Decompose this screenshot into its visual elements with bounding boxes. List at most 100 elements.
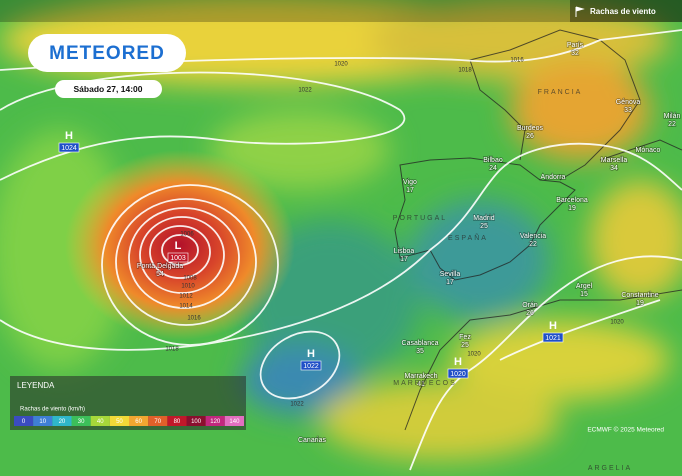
legend-swatch <box>224 416 244 426</box>
city-name: Madrid <box>473 215 495 222</box>
legend-tick: 140 <box>229 419 240 425</box>
place-name: Mónaco <box>636 147 661 154</box>
city-name: Valencia <box>520 233 546 240</box>
city-value: 54 <box>156 271 164 278</box>
city-name: Barcelona <box>556 197 588 204</box>
city-name: París <box>567 42 584 49</box>
pressure-badge <box>167 252 189 263</box>
isobar-label: 1012 <box>179 294 193 300</box>
pressure-badge <box>58 142 80 153</box>
city-name: Lisboa <box>394 248 415 255</box>
layer-title: Rachas de viento <box>590 7 656 16</box>
isobar-label: 1008 <box>183 276 197 282</box>
date-pill[interactable] <box>55 80 162 98</box>
pressure-letter: H <box>454 356 462 368</box>
legend-tick: 60 <box>135 419 142 425</box>
layer-button[interactable] <box>570 0 682 22</box>
city-name: Ponta Delgada <box>137 263 183 270</box>
city-name: Orán <box>522 302 538 309</box>
legend-title: LEYENDA <box>17 381 55 390</box>
pressure-letter: L <box>175 240 182 252</box>
city-name: Argel <box>576 283 593 290</box>
pressure-value: 1024 <box>61 145 77 152</box>
logo-pill <box>28 34 186 72</box>
city-name: Burdeos <box>517 125 544 132</box>
isobar-label: 1022 <box>290 402 304 408</box>
pressure-badge <box>447 368 469 379</box>
legend-swatch <box>129 416 149 426</box>
city-name: Génova <box>616 99 641 106</box>
pressure-badge <box>542 332 564 343</box>
legend-swatch <box>90 416 110 426</box>
country-name: ESPAÑA <box>448 233 488 242</box>
city-name: Fez <box>459 334 471 341</box>
city-value: 33 <box>624 107 632 114</box>
isobar-label: 1020 <box>610 320 624 326</box>
date: Sábado 27, 14:00 <box>74 84 143 94</box>
city-value: 32 <box>571 50 579 57</box>
pressure-value: 1020 <box>450 371 466 378</box>
city-value: 25 <box>480 223 488 230</box>
isobar-label: 1018 <box>458 68 472 74</box>
legend-tick: 70 <box>154 419 161 425</box>
legend-tick: 50 <box>116 419 123 425</box>
isobar-label: 1016 <box>510 58 524 64</box>
isobar-label: 1006 <box>180 232 194 238</box>
pressure-value: 1022 <box>303 363 319 370</box>
city-value: 26 <box>526 310 534 317</box>
legend-swatch <box>33 416 53 426</box>
city-name: Casablanca <box>402 340 439 347</box>
coastlines <box>394 29 682 431</box>
city-name: Milán <box>664 113 681 120</box>
city-name: Vigo <box>403 179 417 186</box>
country-name: ARGELIA <box>588 465 632 472</box>
isobar-label: 1016 <box>187 316 201 322</box>
isobar-label: 1020 <box>334 62 348 68</box>
place-name: Andorra <box>541 174 566 181</box>
legend-tick: 30 <box>78 419 85 425</box>
country-name: PORTUGAL <box>393 215 447 222</box>
city-value: 19 <box>636 300 644 307</box>
logo: METEORED <box>49 43 165 64</box>
legend-tick: 40 <box>97 419 104 425</box>
isobar-label: 1010 <box>181 284 195 290</box>
legend-label: Rachas de viento (km/h) <box>20 407 85 413</box>
top-bar <box>0 0 682 22</box>
city-name: Constantine <box>621 292 658 299</box>
legend-tick: 100 <box>191 419 202 425</box>
city-value: 22 <box>668 121 676 128</box>
city-name: Bilbao <box>483 157 503 164</box>
country-name: MARRUECOS <box>393 380 457 387</box>
isobar-label: 1014 <box>179 304 193 310</box>
pressure-value: 1003 <box>170 255 186 262</box>
layer-icon <box>575 6 585 17</box>
city-value: 19 <box>568 205 576 212</box>
legend-swatch <box>52 416 72 426</box>
pressure-letter: H <box>549 320 557 332</box>
legend-swatch <box>148 416 168 426</box>
city-name: Sevilla <box>440 271 461 278</box>
legend-swatch <box>167 416 187 426</box>
isobar-label: 1020 <box>467 352 481 358</box>
isobar-label: 1022 <box>298 88 312 94</box>
city-value: 22 <box>529 241 537 248</box>
isobar-label: 1018 <box>165 347 179 353</box>
city-value: 41 <box>417 381 425 388</box>
credit: ECMWF © 2025 Meteored <box>587 426 664 434</box>
city-value: 24 <box>489 165 497 172</box>
legend-tick: 80 <box>174 419 181 425</box>
city-value: 17 <box>406 187 414 194</box>
legend-swatch <box>14 416 34 426</box>
city-value: 15 <box>580 291 588 298</box>
legend-tick: 120 <box>210 419 221 425</box>
city-name: Marrakech <box>404 373 437 380</box>
country-name: FRANCIA <box>538 89 583 96</box>
city-value: 25 <box>461 342 469 349</box>
legend-swatch <box>109 416 129 426</box>
legend-swatch <box>186 416 206 426</box>
legend-swatch <box>205 416 225 426</box>
legend-swatch <box>71 416 91 426</box>
city-value: 35 <box>416 348 424 355</box>
city-value: 17 <box>400 256 408 263</box>
